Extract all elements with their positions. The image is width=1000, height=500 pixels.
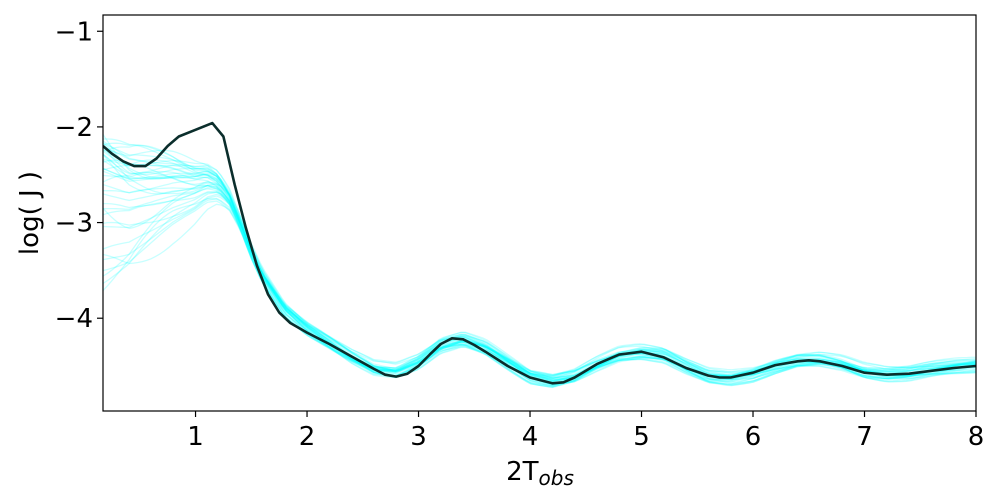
ensemble-line	[103, 159, 976, 389]
ensemble-line	[103, 191, 976, 383]
ensemble-line	[103, 191, 976, 378]
x-tick-label: 3	[410, 422, 427, 452]
ensemble-line	[103, 203, 976, 381]
ensemble-line	[103, 146, 976, 382]
x-axis-label: 2Tobs	[506, 457, 574, 490]
y-tick-label: −4	[55, 304, 93, 334]
ensemble-line	[103, 198, 976, 388]
ensemble-line	[103, 153, 976, 386]
ensemble-line	[103, 185, 976, 380]
y-tick-label: −3	[55, 209, 93, 239]
x-tick-label: 1	[187, 422, 204, 452]
y-tick-label: −2	[55, 113, 93, 143]
x-tick-label: 7	[856, 422, 873, 452]
x-tick-label: 8	[968, 422, 985, 452]
series-lines	[103, 121, 976, 385]
ensemble-line	[103, 146, 976, 385]
ensemble-line	[103, 197, 976, 378]
ensemble-line	[103, 159, 976, 379]
x-tick-label: 4	[522, 422, 539, 452]
y-axis-ticks: −1 −2 −3 −4	[55, 17, 103, 334]
ensemble-line	[103, 195, 976, 378]
ensemble-line	[103, 146, 976, 379]
x-tick-label: 6	[745, 422, 762, 452]
ensemble-line	[103, 188, 976, 387]
ensemble-line	[103, 154, 976, 380]
ensemble-line	[103, 134, 976, 380]
x-tick-label: 2	[299, 422, 316, 452]
plot-frame	[102, 14, 977, 412]
ensemble-line	[103, 158, 976, 382]
ensemble-lines	[103, 134, 976, 389]
ensemble-line	[103, 159, 976, 388]
series-line-reference	[103, 121, 976, 385]
x-tick-label: 5	[633, 422, 650, 452]
y-axis-label: log( J )	[15, 171, 45, 255]
y-tick-label: −1	[55, 17, 93, 47]
x-axis-ticks: 1 2 3 4 5 6 7 8	[187, 411, 984, 452]
ensemble-line	[103, 138, 976, 378]
ensemble-line	[103, 190, 976, 381]
ensemble-line	[103, 154, 976, 383]
ensemble-line	[103, 142, 976, 380]
ensemble-line	[103, 167, 976, 377]
ensemble-line	[103, 142, 976, 376]
